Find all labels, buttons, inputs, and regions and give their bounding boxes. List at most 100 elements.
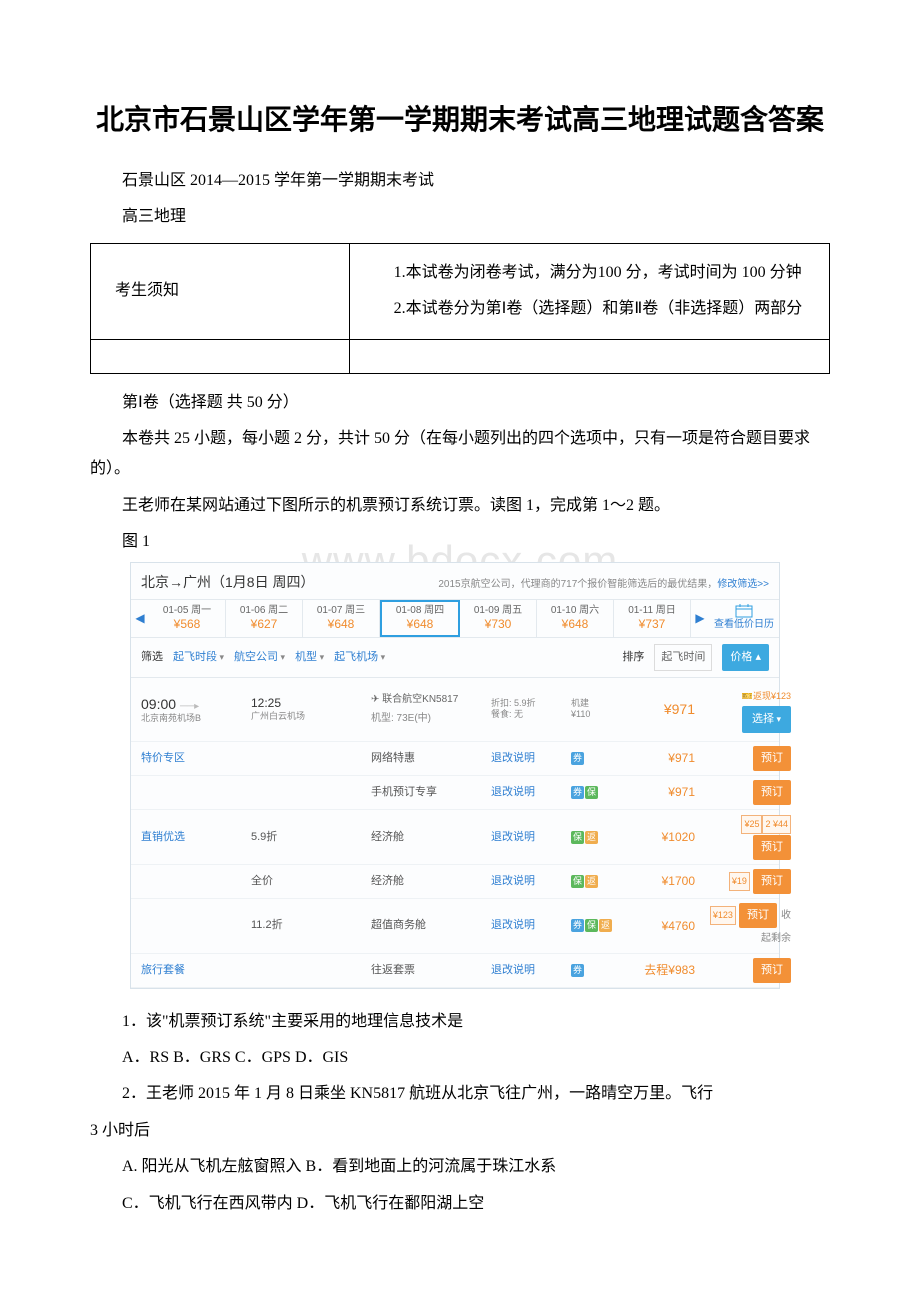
coupon: ¥123 [710,910,736,920]
section-1-title: 第Ⅰ卷（选择题 共 50 分） [90,388,830,418]
plane-type: 机型: 73E(中) [371,709,491,728]
filter-airline[interactable]: 航空公司 [234,647,285,668]
date-cell[interactable]: 01-08 周四¥648 [380,600,460,637]
fare-badges: 保返 [571,871,641,892]
fare-price: ¥971 [641,781,701,804]
departure-info: 09:00 ──▸ 北京南苑机场B [141,695,251,725]
discount: 折扣: 5.9折 [491,698,571,710]
fare-price: ¥1700 [641,870,701,893]
fare-price: ¥1020 [641,826,701,849]
date-cell[interactable]: 01-10 周六¥648 [537,600,614,637]
action-cell: 🎫返现¥123 选择 [701,686,791,734]
date-cell[interactable]: 01-09 周五¥730 [460,600,537,637]
dep-time: 09:00 [141,696,176,712]
fare-cabin: 网络特惠 [371,748,491,769]
book-button[interactable]: 预订 [753,746,791,771]
price: ¥971 [641,696,701,723]
date-cell[interactable]: 01-07 周三¥648 [303,600,380,637]
fare-row: 全价经济舱退改说明保返¥1700¥19 预订 [131,865,779,899]
flight-header: 北京→广州（1月8日 周四） 2015京航空公司，代理商的717个报价智能筛选后… [131,563,779,600]
next-dates-arrow[interactable]: ▶ [691,600,709,637]
q2-text-b: 3 小时后 [90,1116,830,1146]
fare-category[interactable]: 直销优选 [141,827,251,848]
fare-detail: 折扣: 5.9折 餐食: 无 [491,698,571,721]
prev-dates-arrow[interactable]: ◀ [131,600,149,637]
filter-dep-airport[interactable]: 起飞机场 [334,647,385,668]
refund-link[interactable]: 退改说明 [491,748,571,769]
arr-time: 12:25 [251,696,371,712]
fare-badges: 券 [571,748,641,769]
fare-cabin: 手机预订专享 [371,782,491,803]
coupon: ¥252 ¥44 [741,819,791,829]
book-button[interactable]: 预订 [753,835,791,860]
flight-result-primary: 09:00 ──▸ 北京南苑机场B 12:25 广州白云机场 ✈ 联合航空KN5… [131,678,779,743]
fare-action: ¥252 ¥44 预订 [701,814,791,860]
figure-label: 图 1 [90,527,830,557]
filter-plane[interactable]: 机型 [295,647,324,668]
filter-dep-time[interactable]: 起飞时段 [173,647,224,668]
fare-price: 去程¥983 [641,959,701,982]
fare-action: ¥19 预订 [701,869,791,894]
date-cell[interactable]: 01-05 周一¥568 [149,600,226,637]
fare-discount: 5.9折 [251,827,371,848]
refund-link[interactable]: 退改说明 [491,827,571,848]
fare-cabin: 经济舱 [371,871,491,892]
fare-price: ¥971 [641,747,701,770]
fare-row: 特价专区网络特惠退改说明券¥971 预订 [131,742,779,776]
intro-line-2: 高三地理 [90,202,830,232]
fare-badges: 保返 [571,827,641,848]
tax-label: 机建 [571,698,641,710]
question-stem: 王老师在某网站通过下图所示的机票预订系统订票。读图 1，完成第 1～2 题。 [90,491,830,521]
calendar-label: 查看低价日历 [714,619,774,630]
airline-name: ✈ 联合航空KN5817 [371,690,491,709]
arrival-info: 12:25 广州白云机场 [251,696,371,723]
page-title: 北京市石景山区学年第一学期期末考试高三地理试题含答案 [90,100,830,142]
sort-price-button[interactable]: 价格 ▴ [722,644,769,671]
modify-filter-link[interactable]: 修改筛选>> [717,579,769,590]
q2-options-1: A. 阳光从飞机左舷窗照入 B．看到地面上的河流属于珠江水系 [90,1152,830,1182]
book-button[interactable]: 预订 [753,869,791,894]
book-button[interactable]: 预订 [739,903,777,928]
fare-row: 直销优选5.9折经济舱退改说明保返¥1020¥252 ¥44 预订 [131,810,779,865]
coupon: ¥19 [729,876,750,886]
calendar-icon [735,604,753,618]
meal: 餐食: 无 [491,709,571,721]
fare-category[interactable]: 旅行套餐 [141,960,251,981]
fare-cabin: 经济舱 [371,827,491,848]
fare-category[interactable]: 特价专区 [141,748,251,769]
header-subtext-label: 2015京航空公司，代理商的717个报价智能筛选后的最优结果， [438,579,717,590]
fare-action: ¥123 预订收起剩余 [701,903,791,949]
q1-text: 1．该"机票预订系统"主要采用的地理信息技术是 [90,1007,830,1037]
select-button[interactable]: 选择 [742,706,791,733]
book-button[interactable]: 预订 [753,780,791,805]
tax-detail: 机建 ¥110 [571,698,641,721]
q1-options: A．RS B．GRS C．GPS D．GIS [90,1043,830,1073]
book-button[interactable]: 预订 [753,958,791,983]
refund-link[interactable]: 退改说明 [491,915,571,936]
fare-cabin: 超值商务舱 [371,915,491,936]
date-cell[interactable]: 01-06 周二¥627 [226,600,303,637]
fare-price: ¥4760 [641,915,701,938]
fare-badges: 券保 [571,782,641,803]
date-cell[interactable]: 01-11 周日¥737 [614,600,691,637]
refund-link[interactable]: 退改说明 [491,782,571,803]
empty-cell [349,339,829,373]
notice-r1: 1.本试卷为闭卷考试，满分为100 分，考试时间为 100 分钟 [362,258,817,288]
tax-value: ¥110 [571,709,641,721]
fare-action: 预订 [701,958,791,983]
fare-row: 旅行套餐往返套票退改说明券去程¥983 预订 [131,954,779,988]
refund-link[interactable]: 退改说明 [491,871,571,892]
filter-label: 筛选 [141,647,163,668]
fare-cabin: 往返套票 [371,960,491,981]
arr-airport: 广州白云机场 [251,711,371,723]
fare-action: 预订 [701,746,791,771]
calendar-button[interactable]: 查看低价日历 [709,600,779,637]
sort-dropdown[interactable]: 起飞时间 [654,644,712,671]
fare-row: 11.2折超值商务舱退改说明券保返¥4760¥123 预订收起剩余 [131,899,779,954]
airline-info: ✈ 联合航空KN5817 机型: 73E(中) [371,690,491,728]
fare-row: 手机预订专享退改说明券保¥971 预订 [131,776,779,810]
refund-link[interactable]: 退改说明 [491,960,571,981]
dep-airport: 北京南苑机场B [141,713,251,725]
section-1-desc: 本卷共 25 小题，每小题 2 分，共计 50 分（在每小题列出的四个选项中，只… [90,424,830,485]
route-text: 北京→广州（1月8日 周四） [141,569,314,596]
